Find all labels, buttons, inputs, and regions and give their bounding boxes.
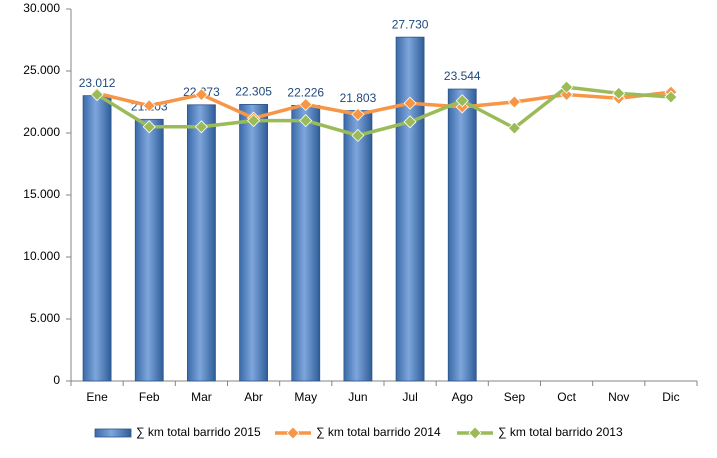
x-tick-label: Mar <box>191 390 212 404</box>
data-label: 27.730 <box>392 17 429 31</box>
x-tick-label: Abr <box>244 390 263 404</box>
marker <box>455 94 469 108</box>
marker <box>507 95 521 109</box>
x-tick-label: Ago <box>452 390 474 404</box>
y-tick-label: 15.000 <box>23 187 60 201</box>
data-label: 22.226 <box>287 86 324 100</box>
legend-swatch <box>468 426 482 440</box>
y-tick-label: 5.000 <box>30 311 60 325</box>
y-tick-label: 30.000 <box>23 1 60 15</box>
bar <box>187 104 216 382</box>
x-tick-label: Nov <box>608 390 629 404</box>
marker <box>90 87 104 102</box>
x-tick-label: Jun <box>348 390 367 404</box>
x-tick-label: Feb <box>139 390 160 404</box>
data-label: 22.305 <box>235 85 272 99</box>
legend-label: ∑ km total barrido 2014 <box>316 425 441 439</box>
marker <box>560 80 574 94</box>
line <box>96 85 672 138</box>
marker <box>142 99 156 113</box>
bar <box>343 110 373 382</box>
legend-swatch <box>286 426 300 440</box>
legend-swatch <box>94 428 132 438</box>
data-label: 23.544 <box>444 69 481 83</box>
bar <box>447 88 477 382</box>
y-tick-label: 25.000 <box>23 63 60 77</box>
x-tick-label: Jul <box>402 390 417 404</box>
marker <box>299 114 313 128</box>
y-tick-label: 0 <box>53 373 60 387</box>
y-tick-label: 10.000 <box>23 249 60 263</box>
marker <box>403 96 417 110</box>
x-tick-label: Dic <box>662 390 679 404</box>
line <box>96 90 672 120</box>
marker <box>299 97 313 112</box>
marker <box>351 107 365 121</box>
marker <box>612 86 626 100</box>
legend-label: ∑ km total barrido 2015 <box>136 425 261 439</box>
x-tick-label: Sep <box>504 390 526 404</box>
x-tick-label: May <box>294 390 317 404</box>
marker <box>194 87 208 102</box>
bar <box>134 118 164 382</box>
marker <box>194 120 208 134</box>
bar <box>291 104 321 382</box>
x-tick-label: Ene <box>86 390 108 404</box>
bar <box>82 95 112 382</box>
data-label: 23.012 <box>79 76 116 90</box>
bar <box>395 36 425 382</box>
marker <box>560 87 574 102</box>
legend-label: ∑ km total barrido 2013 <box>498 425 623 439</box>
x-tick-label: Oct <box>557 390 576 404</box>
marker <box>351 128 365 143</box>
bar <box>239 104 268 382</box>
marker <box>142 120 156 134</box>
data-label: 21.803 <box>340 91 377 105</box>
marker <box>507 121 521 135</box>
marker <box>247 114 261 128</box>
marker <box>664 90 678 104</box>
marker <box>403 115 417 129</box>
y-tick-label: 20.000 <box>23 125 60 139</box>
